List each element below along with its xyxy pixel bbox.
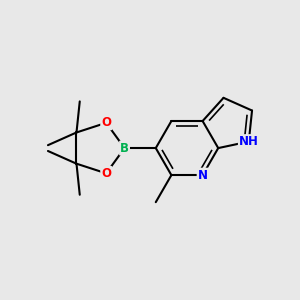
- Text: O: O: [101, 167, 111, 180]
- Text: N: N: [198, 169, 208, 182]
- Text: O: O: [101, 116, 111, 129]
- Text: B: B: [120, 142, 129, 154]
- Text: NH: NH: [239, 135, 259, 148]
